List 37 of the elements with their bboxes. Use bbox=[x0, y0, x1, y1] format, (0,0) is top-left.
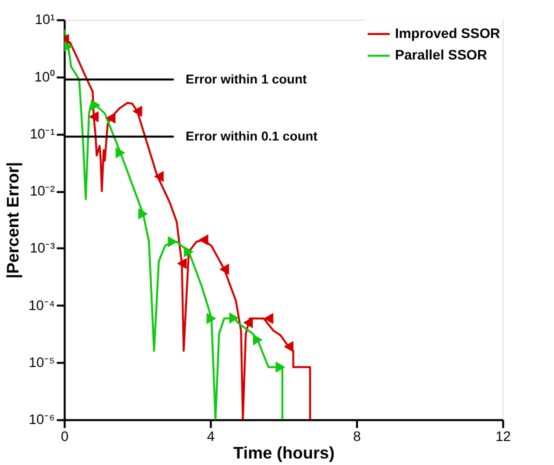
point bbox=[106, 112, 116, 124]
x-axis-title: Time (hours) bbox=[233, 444, 335, 463]
point bbox=[276, 362, 286, 373]
point bbox=[168, 236, 178, 248]
y-axis-title: |Percent Error| bbox=[4, 162, 23, 278]
point bbox=[219, 264, 230, 275]
x-tick-label: 4 bbox=[206, 428, 215, 444]
point bbox=[284, 340, 294, 352]
point bbox=[132, 106, 142, 117]
x-tick-label: 0 bbox=[60, 428, 69, 444]
y-tick-label: 10⁻² bbox=[30, 182, 56, 199]
point bbox=[206, 312, 216, 324]
y-tick-label: 10⁻⁶ bbox=[28, 411, 55, 428]
legend-label: Parallel SSOR bbox=[395, 46, 488, 63]
point bbox=[184, 246, 194, 258]
point bbox=[154, 170, 164, 182]
annotation: Error within 0.1 count bbox=[186, 128, 318, 144]
point bbox=[252, 334, 263, 346]
y-tick-label: 10⁻¹ bbox=[30, 125, 56, 142]
point bbox=[176, 258, 187, 270]
point bbox=[198, 234, 208, 246]
point bbox=[90, 99, 100, 111]
point bbox=[229, 312, 239, 324]
y-tick-label: 10⁻⁵ bbox=[28, 354, 55, 370]
point bbox=[243, 316, 253, 328]
point bbox=[116, 147, 126, 158]
y-tick-label: 10⁻⁴ bbox=[28, 296, 55, 313]
point bbox=[88, 111, 99, 122]
point bbox=[138, 208, 148, 220]
point bbox=[264, 312, 274, 324]
legend-label: Improved SSOR bbox=[395, 24, 500, 41]
x-tick-label: 8 bbox=[353, 428, 362, 444]
y-tick-label: 10⁰ bbox=[34, 68, 55, 84]
annotation: Error within 1 count bbox=[186, 71, 308, 86]
y-tick-label: 10¹ bbox=[34, 11, 56, 28]
y-tick-label: 10⁻³ bbox=[30, 240, 56, 256]
x-tick-label: 12 bbox=[495, 428, 511, 444]
